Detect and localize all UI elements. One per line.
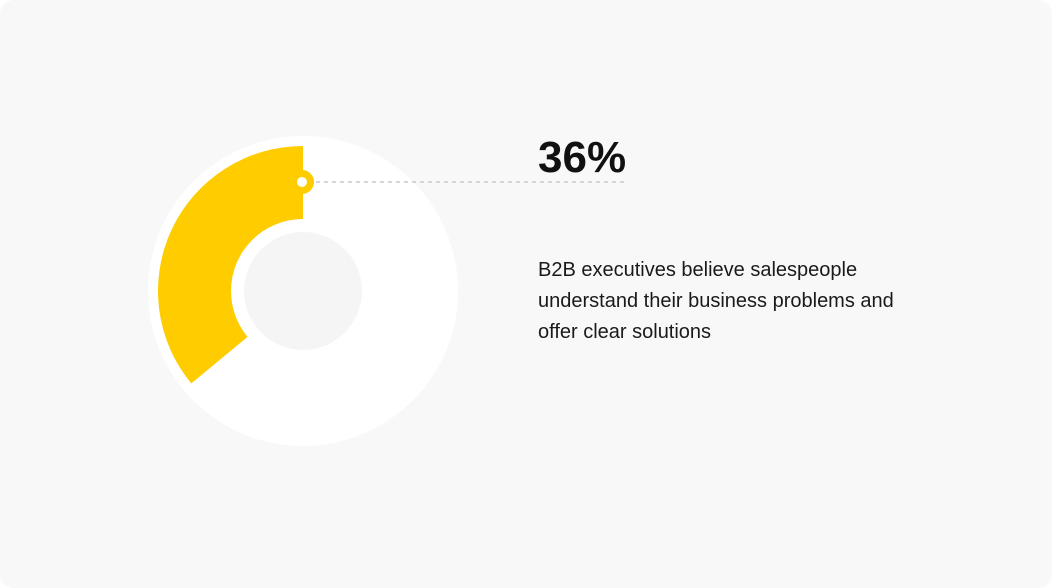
donut-hole [244, 232, 362, 350]
donut-segment [157, 146, 303, 384]
value-label: 36% [538, 133, 626, 182]
annotation: B2B executives believe salespeople under… [538, 259, 894, 343]
marker-dot-center [297, 177, 307, 187]
